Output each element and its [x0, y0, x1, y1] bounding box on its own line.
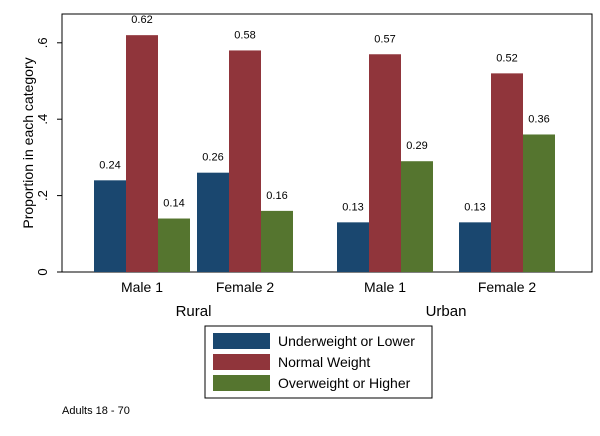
category-label-3: Female 2: [478, 279, 537, 295]
bar-2-2: [401, 161, 433, 272]
bar-2-0: [158, 218, 190, 272]
category-label-2: Male 1: [364, 279, 406, 295]
bar-0-2: [337, 222, 369, 272]
legend-swatch-2: [213, 375, 270, 391]
bar-0-0: [94, 180, 126, 272]
bar-2-3: [523, 134, 555, 272]
bars: 0.24 0.26 0.13 0.13 0.62 0.58 0.57 0.52 0.14 0.16…: [94, 14, 555, 273]
bar-0-3: [459, 222, 491, 272]
y-axis-label: Proportion in each category: [20, 57, 36, 228]
bar-label-1-0: 0.62: [131, 14, 152, 26]
group-label-1: Urban: [426, 303, 467, 320]
bar-1-0: [126, 35, 158, 272]
legend-label-1: Normal Weight: [278, 354, 370, 370]
bar-label-0-3: 0.13: [464, 201, 485, 213]
category-label-1: Female 2: [216, 279, 275, 295]
bar-label-2-0: 0.14: [163, 198, 184, 210]
y-tick-label-0: 0: [35, 268, 50, 275]
y-tick-label-2: .4: [35, 114, 50, 125]
bar-label-0-0: 0.24: [99, 159, 120, 171]
bar-label-0-1: 0.26: [202, 152, 223, 164]
bar-label-1-2: 0.57: [374, 33, 395, 45]
bar-1-3: [491, 73, 523, 272]
bar-label-0-2: 0.13: [342, 201, 363, 213]
group-label-0: Rural: [176, 303, 212, 320]
legend-swatch-1: [213, 354, 270, 370]
bar-label-2-3: 0.36: [528, 113, 549, 125]
bar-1-1: [229, 50, 261, 272]
legend-label-2: Overweight or Higher: [278, 375, 411, 391]
bar-1-2: [369, 54, 401, 273]
y-tick-label-3: .6: [35, 37, 50, 48]
bar-label-2-1: 0.16: [266, 190, 287, 202]
bar-label-1-3: 0.52: [496, 52, 517, 64]
legend: Underweight or Lower Normal Weight Overwei…: [204, 325, 433, 399]
legend-swatch-0: [213, 333, 270, 349]
y-axis: 0 .2 .4 .6: [35, 37, 62, 276]
y-tick-label-1: .2: [35, 190, 50, 201]
legend-label-0: Underweight or Lower: [278, 333, 415, 349]
bar-0-1: [197, 172, 229, 272]
bar-2-1: [261, 210, 293, 272]
footnote: Adults 18 - 70: [62, 405, 130, 417]
category-label-0: Male 1: [121, 279, 163, 295]
bar-label-2-2: 0.29: [406, 140, 427, 152]
bar-label-1-1: 0.58: [234, 29, 255, 41]
